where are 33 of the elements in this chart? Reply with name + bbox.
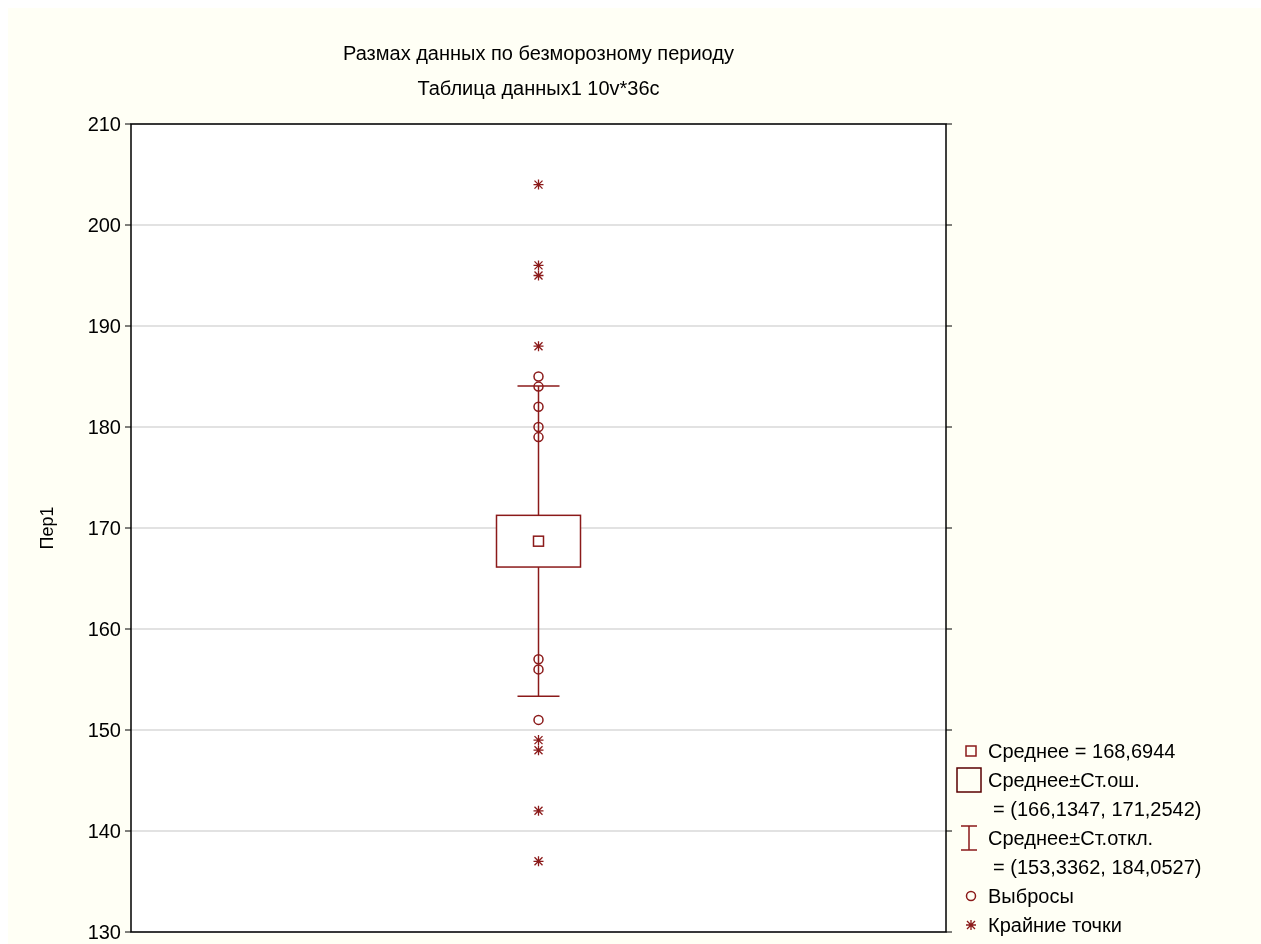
text: Среднее = 168,6944 — [988, 740, 1176, 762]
y-tick-label: 140 — [87, 820, 121, 842]
point — [532, 734, 545, 746]
y-axis-title: Пер1 — [37, 506, 57, 550]
point — [533, 714, 544, 726]
point — [532, 259, 545, 272]
text: Среднее±Ст.ош. = (166,1347, 171,2542) — [988, 769, 1202, 820]
point — [533, 431, 544, 443]
y-tick-label: 190 — [87, 315, 121, 337]
legend-label: Выбросы — [988, 885, 1074, 907]
y-tick-label: 150 — [87, 719, 121, 741]
point — [532, 855, 545, 867]
point — [532, 340, 545, 352]
point — [533, 654, 544, 665]
y-tick-label: 170 — [87, 517, 121, 539]
chart-subtitle: Таблица данных1 10v*36c — [417, 77, 660, 99]
point — [533, 371, 544, 382]
point — [533, 421, 544, 433]
point — [533, 381, 544, 392]
y-tick-label: 160 — [87, 618, 121, 640]
text: Среднее±Ст.откл. = (153,3362, 184,0527) — [988, 827, 1202, 878]
point — [532, 178, 545, 191]
legend-label: Крайние точки — [988, 914, 1122, 936]
point — [533, 401, 544, 413]
point — [532, 805, 545, 817]
point — [532, 269, 545, 282]
y-tick-label: 200 — [87, 214, 121, 236]
chart-title: Размах данных по безморозному периоду — [343, 42, 734, 64]
point — [532, 744, 545, 756]
point — [533, 664, 544, 675]
y-tick-label: 210 — [87, 113, 121, 135]
y-tick-label: 180 — [87, 416, 121, 438]
y-tick-label: 130 — [87, 921, 121, 943]
